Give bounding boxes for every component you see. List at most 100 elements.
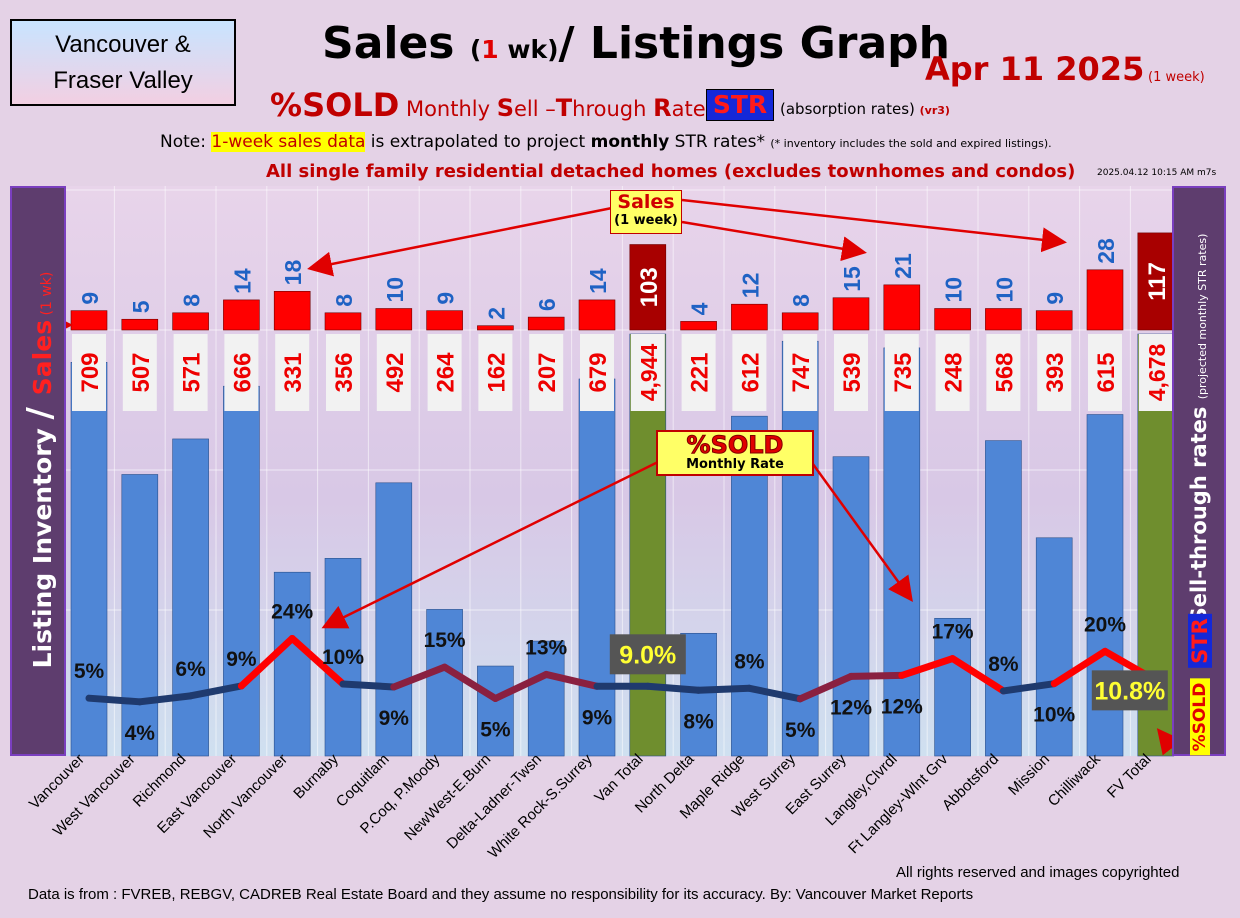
- inventory-label-box-vancouver: [72, 334, 106, 411]
- x-label-newwest-e-burn: NewWest-E.Burn: [401, 751, 494, 844]
- str-line-layer: 5% 4% 6% 9% 24% 10% 9% 15% 5% 13% 9% 9.0% 8% 8% 5% 12% 1…: [74, 600, 1168, 745]
- sales-bar-north-vancouver: [273, 290, 311, 331]
- inventory-label-mission: 393: [1042, 352, 1069, 392]
- sales-bar-newwest-e-burn: [477, 325, 514, 331]
- inventory-label-chilliwack: 615: [1093, 352, 1120, 392]
- str-label-langley-clvrdl: 12%: [881, 695, 923, 718]
- str-label-ft-langley-wlnt-grv: 17%: [932, 621, 974, 644]
- subtitle-monthly: Monthly: [405, 97, 497, 121]
- sales-bar-vancouver: [70, 310, 108, 331]
- right-axis-note: (projected monthly STR rates): [1196, 233, 1209, 400]
- inventory-label-p-coq-p-moody: 264: [433, 352, 460, 393]
- sales-bar-north-delta: [680, 321, 717, 331]
- sales-label-p-coq-p-moody: 9: [433, 292, 459, 305]
- inventory-bar-coquitlam: [375, 482, 413, 757]
- str-label-p-coq-p-moody: 15%: [424, 629, 466, 652]
- right-axis-pct-sold: %SOLD: [1190, 678, 1210, 756]
- str-label-west-vancouver: 4%: [125, 722, 156, 745]
- title-one: 1: [481, 35, 499, 64]
- str-label-north-delta: 8%: [683, 710, 714, 733]
- sales-callout-title: Sales: [617, 191, 675, 213]
- inventory-label-box-maple-ridge: [732, 334, 767, 411]
- property-type-note: All single family residential detached h…: [266, 161, 1076, 182]
- inventory-label-richmond: 571: [179, 352, 206, 392]
- inventory-label-east-vancouver: 666: [229, 352, 256, 392]
- sales-callout: Sales (1 week): [610, 190, 682, 234]
- sales-label-ft-langley-wlnt-grv: 10: [941, 277, 967, 303]
- str-label-chilliwack: 20%: [1084, 613, 1126, 636]
- inventory-bar-north-vancouver: [273, 571, 311, 757]
- inventory-label-box-east-vancouver: [224, 334, 259, 411]
- subtitle-ell: ell –: [514, 97, 556, 121]
- sales-label-north-vancouver: 18: [280, 260, 306, 286]
- str-label-east-surrey: 12%: [830, 696, 872, 719]
- source-note: Data is from : FVREB, REBGV, CADREB Real…: [28, 886, 974, 903]
- inventory-label-north-vancouver: 331: [280, 352, 307, 392]
- inventory-label-coquitlam: 492: [382, 352, 409, 392]
- sales-label-van-total: 103: [636, 267, 663, 307]
- sales-bar-delta-ladner-twsn: [527, 316, 565, 331]
- inventory-bar-east-surrey: [832, 456, 870, 757]
- inventory-bar-burnaby: [324, 558, 362, 757]
- title-part2: / Listings Graph: [558, 18, 950, 69]
- inventory-label-van-total: 4,944: [636, 344, 662, 402]
- inventory-label-box-chilliwack: [1088, 334, 1122, 411]
- inventory-bar-langley-clvrdl: [883, 347, 921, 757]
- pct-sold-callout: %SOLD Monthly Rate: [656, 430, 814, 476]
- page-title: Sales (1 wk)/ Listings Graph: [322, 18, 950, 69]
- sales-callout-sub: (1 week): [614, 213, 678, 228]
- inventory-bar-p-coq-p-moody: [426, 609, 463, 757]
- str-line-seg-19: [1050, 647, 1109, 688]
- sales-label-fv-total: 117: [1144, 262, 1171, 301]
- sales-bar-maple-ridge: [731, 303, 768, 331]
- str-label-maple-ridge: 8%: [734, 650, 765, 673]
- str-line-seg-18: [999, 680, 1058, 695]
- inventory-label-west-vancouver: 507: [128, 352, 155, 392]
- absorption-text: (absorption rates): [780, 100, 920, 118]
- x-label-fv-total: FV Total: [1104, 751, 1155, 802]
- inventory-label-box-white-rock-s-surrey: [580, 334, 614, 411]
- inventory-bar-north-delta: [680, 632, 717, 757]
- inventory-label-white-rock-s-surrey: 679: [585, 352, 612, 392]
- inventory-label-box-p-coq-p-moody: [427, 334, 462, 411]
- sales-bar-p-coq-p-moody: [426, 310, 463, 331]
- inventory-label-west-surrey: 747: [788, 352, 815, 392]
- inventory-label-box-coquitlam: [376, 334, 411, 411]
- sales-bar-coquitlam: [375, 308, 413, 331]
- inventory-bar-delta-ladner-twsn: [527, 640, 565, 757]
- str-label-abbotsford: 8%: [988, 653, 1019, 676]
- inventory-label-maple-ridge: 612: [737, 352, 764, 392]
- inventory-bar-mission: [1035, 537, 1073, 757]
- inventory-label-box-ft-langley-wlnt-grv: [935, 334, 970, 411]
- inventory-bar-abbotsford: [985, 440, 1022, 757]
- str-line-seg-15: [847, 671, 906, 680]
- str-line-seg-4: [288, 634, 347, 688]
- version-tag: (vr3): [919, 104, 950, 117]
- inventory-label-vancouver: 709: [77, 352, 104, 392]
- subtitle-r: R: [653, 94, 672, 122]
- timestamp: 2025.04.12 10:15 AM m7s: [1097, 168, 1217, 178]
- right-axis-title: Sell-through rates (projected monthly ST…: [1187, 234, 1211, 623]
- inventory-label-newwest-e-burn: 162: [483, 352, 510, 392]
- str-label-van-total: 9.0%: [619, 641, 676, 669]
- title-part1: Sales: [322, 18, 470, 69]
- str-line-seg-1: [136, 692, 195, 706]
- arrow-sales-north-van: [307, 206, 613, 277]
- subtitle: %SOLD Monthly Sell –Through Rates: [270, 86, 717, 124]
- inventory-label-box-fv-total: [1138, 334, 1173, 411]
- inventory-label-box-abbotsford: [986, 334, 1021, 411]
- sales-label-east-surrey: 15: [839, 266, 865, 292]
- sales-label-west-vancouver: 5: [128, 300, 154, 313]
- x-label-chilliwack: Chilliwack: [1045, 750, 1105, 810]
- note-prefix: Note:: [160, 132, 212, 152]
- sales-bar-langley-clvrdl: [883, 284, 921, 331]
- sales-label-langley-clvrdl: 21: [890, 253, 916, 279]
- str-label-coquitlam: 9%: [379, 707, 410, 730]
- subtitle-pct-sold: %SOLD: [270, 86, 400, 124]
- subtitle-s: S: [496, 94, 515, 122]
- str-line-seg-14: [796, 672, 855, 703]
- sales-label-burnaby: 8: [331, 294, 357, 307]
- inventory-bar-west-vancouver: [121, 474, 159, 757]
- inventory-label-box-van-total: [630, 334, 665, 411]
